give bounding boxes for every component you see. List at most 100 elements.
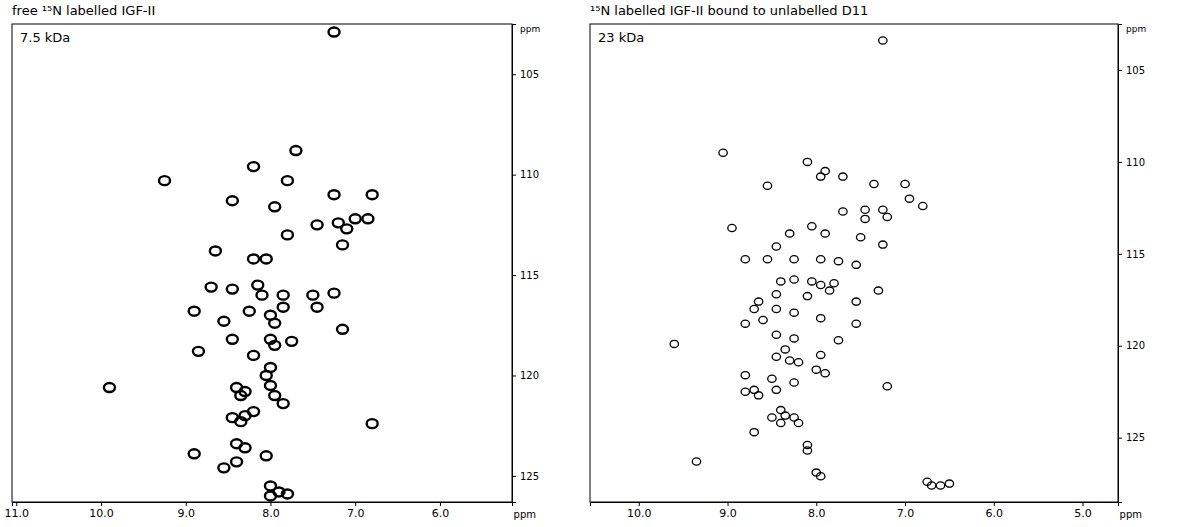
peak <box>817 473 825 480</box>
peak <box>856 234 864 241</box>
peak <box>817 351 825 358</box>
y-axis-title: ppm <box>1126 24 1146 34</box>
y-tick-mark <box>512 74 516 75</box>
peak <box>329 289 340 298</box>
y-tick-mark <box>512 375 516 376</box>
peak <box>265 491 276 500</box>
peak <box>367 419 378 428</box>
peak <box>227 285 238 294</box>
peaks <box>670 37 953 489</box>
peak <box>905 195 913 202</box>
peak <box>772 291 780 298</box>
peak <box>286 337 297 346</box>
y-tick: 115 <box>1118 249 1145 260</box>
peak <box>772 331 780 338</box>
peak <box>812 366 820 373</box>
peak <box>839 173 847 180</box>
peak <box>772 305 780 312</box>
y-axis: 105110115120125 <box>1118 25 1145 503</box>
x-tick-label: 7.0 <box>347 507 365 520</box>
peak <box>692 458 700 465</box>
peak <box>248 162 259 171</box>
peak <box>189 307 200 316</box>
x-tick-mark <box>728 502 729 506</box>
x-tick-mark <box>186 502 187 506</box>
peak <box>312 220 323 229</box>
x-tick-label: 6.0 <box>986 507 1004 520</box>
peak <box>834 258 842 265</box>
peak <box>337 240 348 249</box>
x-axis-title: ppm <box>1120 509 1142 520</box>
panel-title: free ¹⁵N labelled IGF-II <box>12 3 155 18</box>
peak <box>936 482 944 489</box>
peak <box>817 315 825 322</box>
peak <box>754 392 762 399</box>
peak <box>350 214 361 223</box>
y-tick-mark <box>512 175 516 176</box>
peak <box>927 482 935 489</box>
peak <box>772 386 780 393</box>
peak <box>750 429 758 436</box>
peak <box>772 243 780 250</box>
x-tick: 7.0 <box>347 502 365 520</box>
peak <box>261 451 272 460</box>
peak <box>777 278 785 285</box>
peak <box>307 291 318 300</box>
x-tick-label: 5.0 <box>1074 507 1092 520</box>
y-tick-label: 120 <box>1126 340 1145 351</box>
x-tick-label: 10.0 <box>89 507 114 520</box>
peaks <box>104 28 378 501</box>
peak <box>821 230 829 237</box>
peak <box>790 276 798 283</box>
panel: 11.010.09.08.07.06.0105110115120125free … <box>4 3 540 520</box>
y-axis-title: ppm <box>520 24 540 34</box>
x-tick: 10.0 <box>89 502 114 520</box>
x-tick-label: 8.0 <box>808 507 826 520</box>
x-axis-line <box>591 503 1119 507</box>
y-tick-label: 120 <box>520 370 539 381</box>
x-tick-label: 6.0 <box>432 507 450 520</box>
peak <box>670 340 678 347</box>
peak <box>261 371 272 380</box>
peak <box>312 303 323 312</box>
peak <box>290 146 301 155</box>
peak <box>790 256 798 263</box>
y-axis: 105110115120125 <box>512 25 539 503</box>
peak <box>278 303 289 312</box>
peak <box>839 208 847 215</box>
peak <box>244 307 255 316</box>
y-tick-label: 105 <box>520 69 539 80</box>
peak <box>235 391 246 400</box>
peak <box>785 230 793 237</box>
peak <box>919 202 927 209</box>
peak <box>808 223 816 230</box>
peak <box>367 190 378 199</box>
y-tick: 110 <box>1118 157 1145 168</box>
y-tick-mark <box>1118 438 1122 439</box>
x-tick: 8.0 <box>808 502 826 520</box>
peak <box>252 281 263 290</box>
peak <box>785 357 793 364</box>
peak <box>817 173 825 180</box>
peak <box>763 256 771 263</box>
peak <box>874 287 882 294</box>
peak <box>218 317 229 326</box>
y-tick-mark <box>1118 254 1122 255</box>
peak <box>803 158 811 165</box>
peak <box>269 202 280 211</box>
peak <box>790 379 798 386</box>
y-tick-mark <box>1118 162 1122 163</box>
peak <box>821 370 829 377</box>
plot-frame <box>590 24 1118 502</box>
x-tick: 10.0 <box>627 502 652 520</box>
x-axis: 11.010.09.08.07.06.0 <box>4 502 512 520</box>
x-tick-mark <box>101 502 102 506</box>
peak <box>803 292 811 299</box>
peak <box>189 449 200 458</box>
x-axis: 10.09.08.07.06.05.0 <box>591 502 1119 520</box>
y-tick-mark <box>512 275 516 276</box>
peak <box>790 335 798 342</box>
peak <box>781 412 789 419</box>
x-tick-mark <box>816 502 817 506</box>
panel: 10.09.08.07.06.05.0105110115120125¹⁵N la… <box>590 3 1146 520</box>
